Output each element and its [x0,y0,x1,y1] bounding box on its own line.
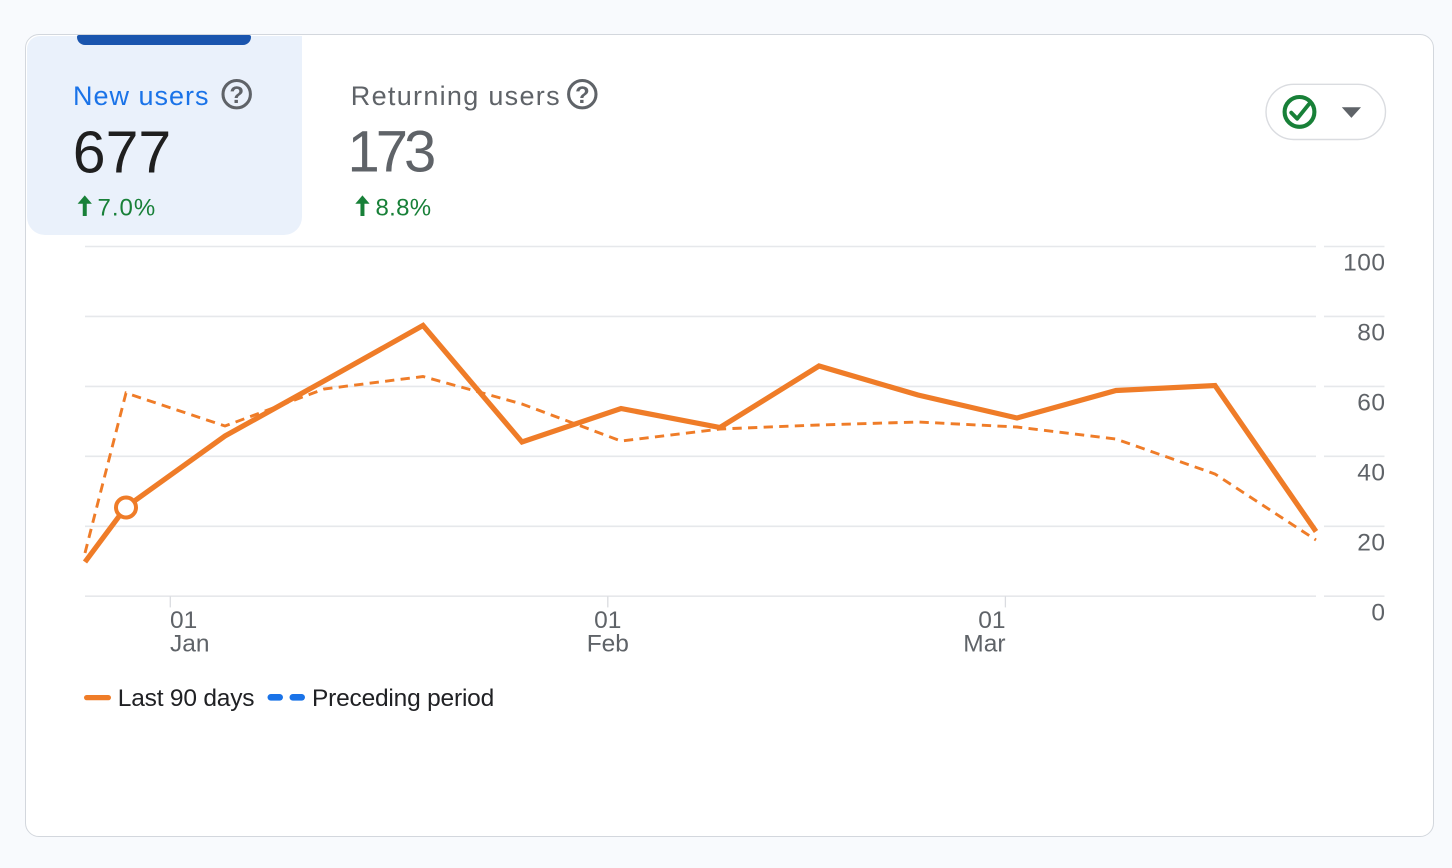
svg-text:01: 01 [594,607,621,634]
svg-text:Returning users: Returning users [351,81,561,111]
svg-text:?: ? [229,82,244,109]
svg-text:01: 01 [170,607,197,634]
svg-text:Feb: Feb [587,631,629,658]
svg-text:Mar: Mar [963,631,1005,658]
svg-text:New users: New users [73,81,210,111]
svg-text:80: 80 [1357,320,1385,347]
svg-text:40: 40 [1357,459,1385,486]
svg-text:677: 677 [73,120,171,186]
svg-text:Last 90 days: Last 90 days [118,685,255,712]
svg-text:60: 60 [1357,390,1385,417]
svg-text:8.8%: 8.8% [376,195,432,222]
svg-text:01: 01 [978,607,1005,634]
svg-text:Jan: Jan [170,631,210,658]
svg-text:20: 20 [1357,529,1385,556]
svg-text:0: 0 [1371,599,1385,626]
svg-text:173: 173 [348,120,435,185]
svg-text:7.0%: 7.0% [98,195,157,222]
svg-text:?: ? [575,82,590,109]
svg-text:Preceding period: Preceding period [312,685,494,712]
svg-text:100: 100 [1343,250,1385,277]
